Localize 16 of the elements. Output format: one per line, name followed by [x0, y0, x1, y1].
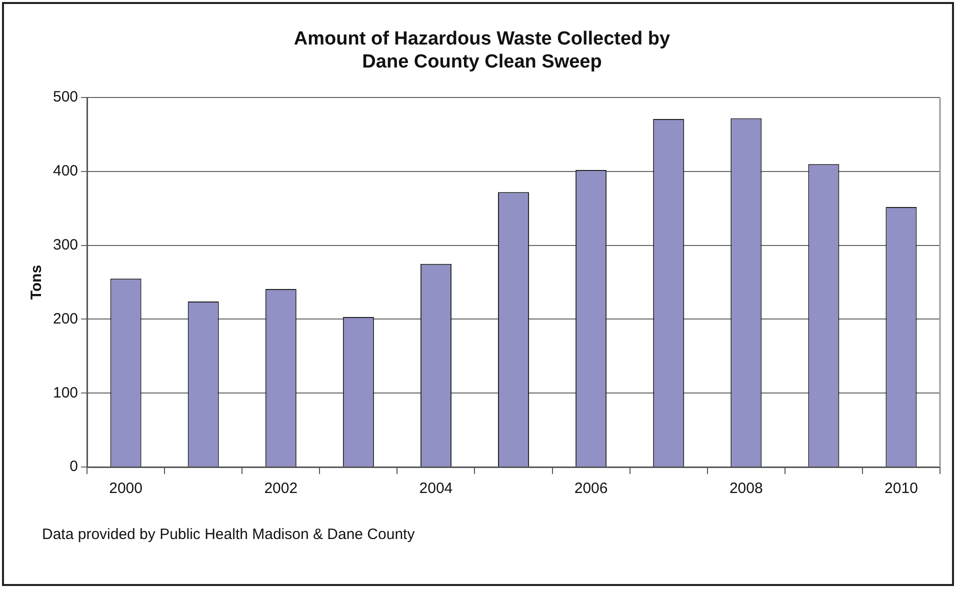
- x-tick-label: 2006: [574, 480, 608, 498]
- x-tick-label: 2010: [884, 480, 918, 498]
- text: Dane County Clean Sweep: [362, 51, 602, 72]
- y-tick-label: 500: [52, 88, 78, 106]
- y-tick-label: 100: [52, 384, 78, 402]
- x-tick-label: 2002: [264, 480, 298, 498]
- y-tick-label: 0: [70, 458, 78, 476]
- y-tick-label: 300: [52, 236, 78, 254]
- text: Amount of Hazardous Waste Collected by: [294, 28, 670, 50]
- x-tick-label: 2004: [419, 480, 453, 498]
- y-axis-title: Tons: [28, 264, 46, 300]
- x-tick-label: 2008: [729, 480, 763, 498]
- y-tick-label: 200: [52, 310, 78, 328]
- text: Data provided by Public Health Madison & Dane County: [42, 526, 415, 543]
- y-tick-label: 400: [52, 162, 78, 180]
- x-tick-label: 2000: [109, 480, 142, 498]
